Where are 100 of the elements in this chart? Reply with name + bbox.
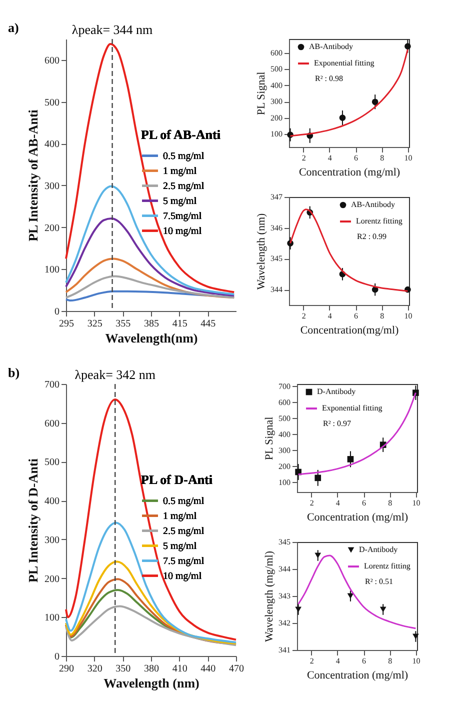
- legend-label: D-Antibody: [359, 545, 398, 554]
- y-tick-label: 500: [278, 414, 290, 423]
- y-tick-label: 345: [270, 254, 282, 264]
- x-tick-label: 320: [87, 664, 102, 674]
- y-tick-label: 343: [278, 592, 290, 600]
- legend-label: Exponential fitting: [314, 58, 374, 68]
- y-tick-label: 341: [278, 646, 290, 654]
- x-axis-title: Wavelength (nm): [104, 676, 200, 690]
- x-tick-label: 2: [302, 154, 306, 162]
- y-tick-label: 100: [270, 130, 282, 139]
- x-tick-label: 470: [229, 664, 244, 674]
- point: [347, 456, 354, 462]
- line-series: [65, 398, 237, 641]
- x-tick-label: 290: [59, 664, 74, 674]
- point: [314, 552, 322, 558]
- y-tick-label: 300: [44, 534, 60, 546]
- x-tick-label: 8: [380, 154, 384, 162]
- y-tick-label: 700: [44, 380, 60, 390]
- y-tick-label: 300: [270, 97, 282, 106]
- x-axis-title: Concentration (mg/ml): [306, 512, 408, 524]
- y-tick-label: 500: [270, 64, 282, 74]
- y-tick-label: 400: [278, 430, 290, 439]
- y-tick-label: 344: [278, 564, 290, 574]
- line-series: [65, 43, 236, 294]
- y-tick-label: 345: [278, 538, 290, 546]
- y-tick-label: 0: [54, 652, 60, 662]
- y-tick-label: 400: [44, 139, 60, 150]
- y-tick-label: 600: [44, 55, 60, 66]
- x-tick-label: 325: [87, 318, 102, 330]
- legend-label: 0.5 mg/ml: [163, 150, 204, 162]
- line-series: [65, 605, 237, 646]
- legend-label: 10 mg/ml: [163, 226, 202, 237]
- line-series: [65, 522, 237, 644]
- point: [412, 634, 419, 640]
- ref-line-label: λpeak= 342 nm: [74, 367, 156, 382]
- y-axis-title: PL Signal: [256, 72, 268, 116]
- x-tick-label: 385: [144, 318, 159, 330]
- y-tick-label: 400: [270, 80, 282, 90]
- x-tick-label: 6: [354, 154, 358, 162]
- x-tick-label: 2: [302, 312, 306, 320]
- x-axis-title: Concentration (mg/ml): [306, 670, 408, 682]
- legend-label: 1 mg/ml: [163, 510, 197, 522]
- y-tick-label: 344: [270, 285, 282, 294]
- legend-label: 7.5 mg/ml: [163, 556, 204, 567]
- legend-label: 5 mg/ml: [163, 540, 197, 552]
- y-tick-label: 500: [44, 97, 60, 108]
- legend-label: 5 mg/ml: [163, 196, 197, 207]
- annotation: R2 : 0.99: [357, 232, 387, 241]
- y-tick-label: 200: [44, 574, 60, 585]
- x-tick-label: 415: [172, 318, 188, 330]
- y-tick-label: 100: [44, 612, 60, 624]
- point: [372, 98, 378, 106]
- line-series: [65, 275, 236, 299]
- text: b): [8, 365, 20, 380]
- x-tick-label: 10: [412, 498, 420, 508]
- y-axis-title: Wavelength (nm): [256, 212, 268, 290]
- legend-label: 0.5 mg/ml: [163, 496, 204, 507]
- y-tick-label: 300: [278, 446, 290, 455]
- x-tick-label: 4: [328, 312, 332, 320]
- y-axis-title: Wavelength (mg/ml): [264, 550, 276, 642]
- text: a): [8, 20, 19, 35]
- x-axis-title: Wavelength(nm): [105, 330, 198, 346]
- x-tick-label: 8: [380, 312, 384, 320]
- y-tick-label: 400: [44, 496, 60, 508]
- legend-label: D-Antibody: [317, 387, 356, 396]
- y-tick-label: 700: [278, 382, 290, 391]
- legend-label: 10 mg/ml: [163, 570, 202, 582]
- x-tick-label: 10: [404, 154, 412, 162]
- legend-label: AB-Antibody: [351, 200, 395, 209]
- y-tick-label: 500: [44, 457, 60, 468]
- point: [339, 114, 346, 121]
- legend-label: 2.5 mg/ml: [163, 526, 204, 537]
- y-tick-label: 600: [270, 48, 282, 58]
- legend-label: Lorentz fitting: [364, 562, 410, 570]
- annotation: R² : 0.97: [323, 419, 351, 428]
- y-tick-label: 300: [44, 180, 60, 192]
- y-tick-label: 346: [270, 223, 282, 232]
- legend-title: PL of AB-Anti: [141, 126, 221, 142]
- x-tick-label: 410: [172, 664, 188, 674]
- point: [404, 43, 411, 50]
- y-tick-label: 347: [270, 192, 282, 202]
- line-series: [298, 554, 416, 630]
- y-tick-label: 342: [278, 618, 290, 628]
- y-tick-label: 0: [54, 306, 60, 318]
- legend-label: 1 mg/ml: [163, 166, 197, 177]
- x-tick-label: 6: [354, 312, 358, 320]
- legend-label: 7.5mg/ml: [163, 210, 202, 222]
- x-tick-label: 2: [310, 498, 314, 508]
- point: [314, 474, 322, 482]
- legend-label: Exponential fitting: [322, 404, 382, 412]
- point: [380, 606, 386, 612]
- x-tick-label: 4: [336, 498, 340, 508]
- x-axis-title: Concentration (mg/ml): [298, 166, 400, 178]
- legend-label: AB-Antibody: [309, 42, 353, 51]
- y-tick-label: 600: [44, 418, 60, 430]
- ref-line-label: λpeak= 344 nm: [72, 22, 153, 37]
- x-tick-label: 380: [144, 664, 159, 674]
- x-tick-label: 6: [362, 498, 366, 508]
- point: [347, 593, 354, 599]
- annotation: R² : 0.51: [365, 577, 393, 586]
